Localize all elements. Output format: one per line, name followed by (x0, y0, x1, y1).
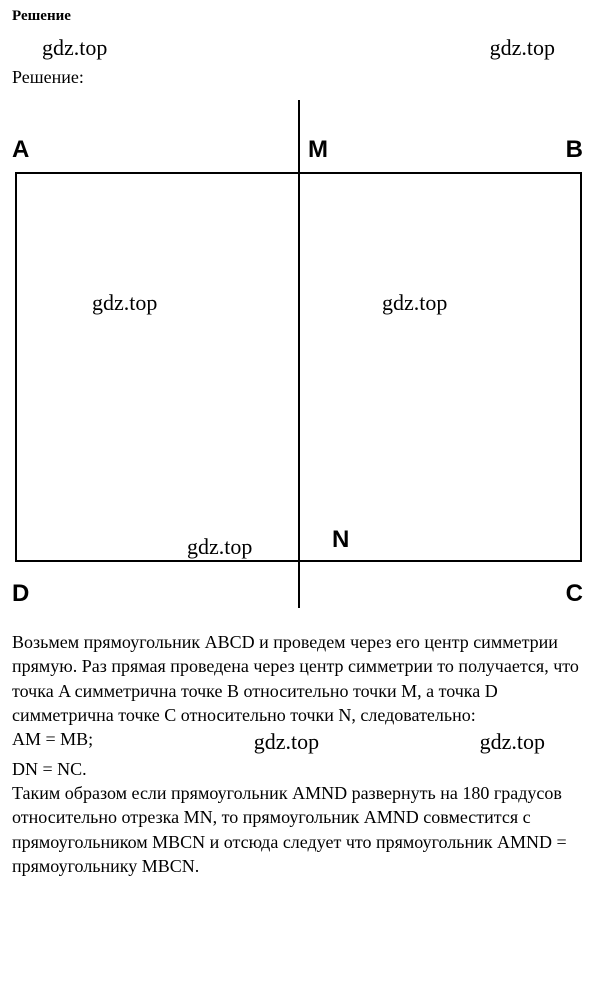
watermark-row-top: gdz.top gdz.top (12, 35, 585, 61)
watermark-text: gdz.top (490, 35, 555, 61)
point-label-b: B (566, 136, 583, 164)
solution-body: Возьмем прямоугольник ABCD и проведем че… (12, 630, 585, 878)
watermark-row-body: AM = MB; gdz.top gdz.top (12, 727, 585, 757)
point-label-n: N (332, 526, 349, 554)
heading: Решение (12, 8, 585, 25)
subheading: Решение: (12, 67, 585, 88)
watermark-text: gdz.top (92, 290, 157, 316)
paragraph-1: Возьмем прямоугольник ABCD и проведем че… (12, 630, 585, 727)
watermark-text: gdz.top (254, 727, 319, 757)
point-label-m: M (308, 136, 328, 164)
point-label-d: D (12, 580, 29, 608)
point-label-c: C (566, 580, 583, 608)
watermark-text: gdz.top (382, 290, 447, 316)
rectangle-abcd (15, 172, 582, 562)
line-dn: DN = NC. (12, 757, 585, 781)
watermark-text: gdz.top (42, 35, 107, 61)
watermark-text: gdz.top (480, 727, 545, 757)
line-am: AM = MB; (12, 727, 93, 757)
watermark-text: gdz.top (187, 534, 252, 560)
rectangle-diagram: A M B D N C gdz.top gdz.top gdz.top (12, 100, 585, 610)
point-label-a: A (12, 136, 29, 164)
paragraph-2: Таким образом если прямоугольник AMND ра… (12, 781, 585, 878)
